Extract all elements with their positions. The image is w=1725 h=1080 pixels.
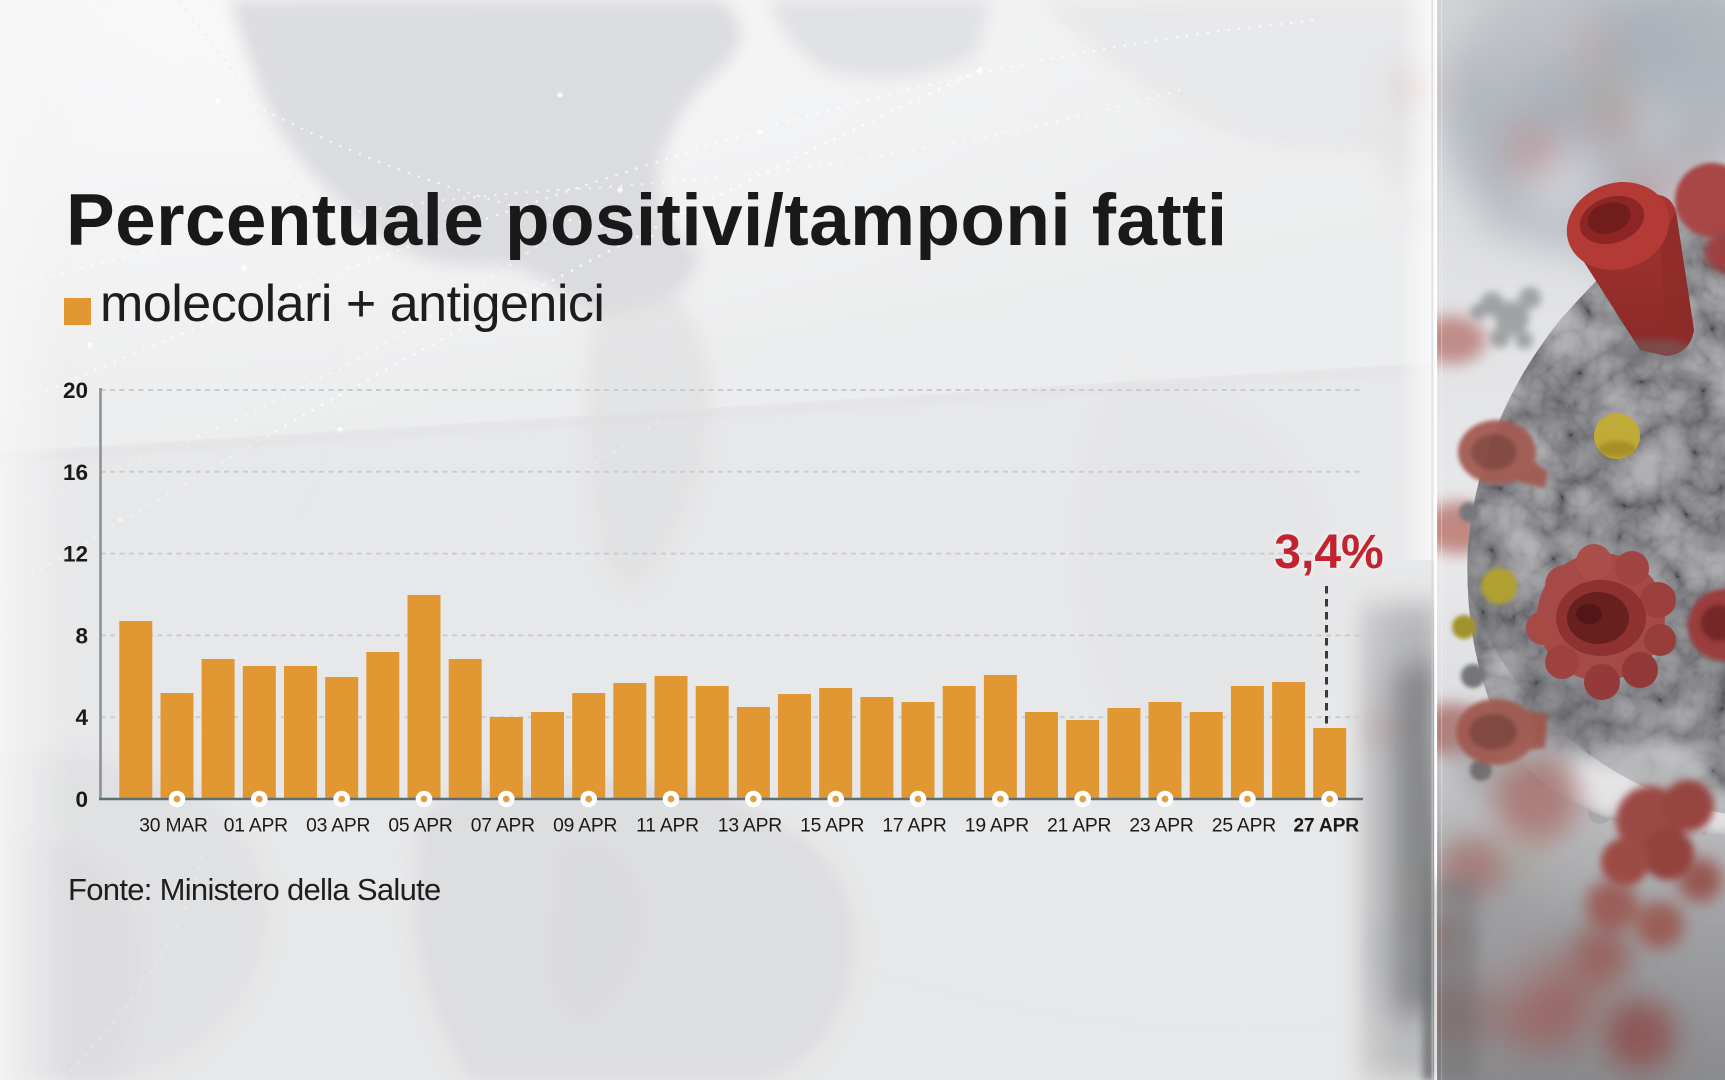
svg-text:30 MAR: 30 MAR: [139, 816, 208, 837]
svg-text:8: 8: [75, 623, 88, 648]
svg-text:16: 16: [63, 460, 88, 485]
svg-text:01 APR: 01 APR: [224, 816, 288, 837]
svg-text:23 APR: 23 APR: [1129, 816, 1193, 837]
svg-text:19 APR: 19 APR: [965, 816, 1029, 837]
svg-text:07 APR: 07 APR: [471, 816, 535, 837]
svg-text:03 APR: 03 APR: [306, 816, 370, 837]
svg-text:27 APR: 27 APR: [1293, 816, 1359, 837]
svg-text:13 APR: 13 APR: [718, 816, 782, 837]
svg-text:11 APR: 11 APR: [636, 816, 699, 837]
svg-text:09 APR: 09 APR: [553, 816, 617, 837]
svg-text:21 APR: 21 APR: [1047, 816, 1111, 837]
svg-text:17 APR: 17 APR: [882, 816, 946, 837]
svg-text:15 APR: 15 APR: [800, 816, 864, 837]
svg-text:25 APR: 25 APR: [1212, 816, 1276, 837]
svg-text:05 APR: 05 APR: [388, 816, 452, 837]
svg-text:4: 4: [75, 705, 88, 730]
svg-text:12: 12: [63, 542, 88, 567]
svg-text:0: 0: [75, 787, 88, 812]
svg-text:20: 20: [63, 378, 88, 403]
